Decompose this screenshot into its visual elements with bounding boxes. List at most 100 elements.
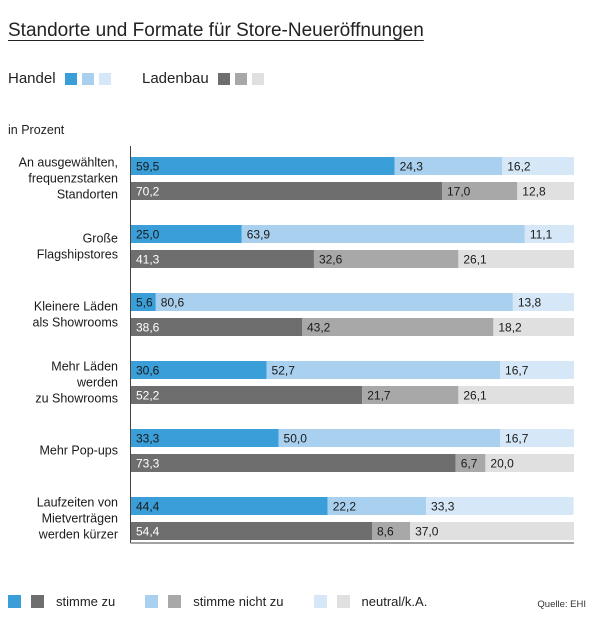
bar-value-label: 41,3 [136, 253, 160, 267]
category-label: An ausgewählten, [19, 156, 118, 170]
bar-value-label: 54,4 [136, 525, 160, 539]
bar-ladenbau-disagree [313, 250, 459, 268]
legend-handel-swatch-disagree [81, 72, 94, 85]
bar-handel-disagree [394, 157, 503, 175]
bar-ladenbau-neutral [458, 386, 574, 404]
bar-value-label: 43,2 [307, 321, 331, 335]
bar-handel-neutral [512, 293, 574, 311]
category-label: Mehr Läden [51, 360, 118, 374]
category-label: frequenzstarken [28, 172, 118, 186]
bar-value-label: 24,3 [400, 160, 424, 174]
bar-value-label: 22,2 [333, 500, 357, 514]
legend-handel-label: Handel [8, 70, 56, 87]
legend-ladenbau-swatch-agree [217, 72, 230, 85]
bar-value-label: 18,2 [498, 321, 522, 335]
bar-handel-agree [131, 225, 242, 243]
bar-value-label: 32,6 [319, 253, 343, 267]
bar-handel-disagree [266, 361, 501, 379]
legend-handel: Handel [8, 70, 111, 87]
bar-value-label: 52,2 [136, 389, 160, 403]
bar-handel-disagree [155, 293, 513, 311]
category-label: als Showrooms [33, 316, 118, 330]
bar-value-label: 70,2 [136, 185, 160, 199]
bar-ladenbau-neutral [493, 318, 574, 336]
legend-ladenbau: Ladenbau [142, 70, 264, 87]
bar-handel-agree [131, 157, 395, 175]
bar-ladenbau-disagree [301, 318, 494, 336]
legend-handel-swatch-agree [64, 72, 77, 85]
bar-value-label: 33,3 [136, 432, 160, 446]
bar-value-label: 5,6 [136, 296, 153, 310]
bottom-legend: stimme zu stimme nicht zu neutral/k.A. [8, 594, 427, 609]
bar-handel-disagree [278, 429, 501, 447]
legend-ladenbau-label: Ladenbau [142, 70, 209, 87]
bar-value-label: 44,4 [136, 500, 160, 514]
bar-handel-neutral [500, 361, 574, 379]
category-label: werden kürzer [38, 528, 118, 542]
bar-ladenbau-neutral [458, 250, 574, 268]
bar-handel-agree [131, 497, 328, 515]
bar-handel-agree [131, 293, 156, 311]
bar-value-label: 11,1 [530, 228, 553, 242]
bar-ladenbau-neutral [517, 182, 574, 200]
bar-ladenbau-disagree [362, 386, 459, 404]
legend-disagree-label: stimme nicht zu [193, 594, 284, 609]
category-label: Flagshipstores [37, 248, 118, 262]
bar-value-label: 26,1 [463, 253, 487, 267]
category-label: Mietverträgen [42, 512, 118, 526]
legend-ladenbau-swatch-disagree [234, 72, 247, 85]
category-label: zu Showrooms [35, 392, 118, 406]
bar-ladenbau-agree [131, 522, 372, 540]
category-label: werden [76, 376, 118, 390]
category-label: Kleinere Läden [34, 300, 118, 314]
bar-value-label: 80,6 [161, 296, 185, 310]
bar-ladenbau-agree [131, 454, 456, 472]
bar-value-label: 12,8 [522, 185, 546, 199]
unit-label: in Prozent [8, 123, 65, 137]
legend-agree-ladenbau-swatch [31, 595, 44, 608]
bar-handel-neutral [426, 497, 574, 515]
category-label: Standorten [57, 188, 118, 202]
bar-handel-disagree [327, 497, 427, 515]
bar-value-label: 20,0 [490, 457, 514, 471]
bar-ladenbau-agree [131, 250, 314, 268]
bar-handel-neutral [500, 429, 574, 447]
bar-value-label: 8,6 [377, 525, 394, 539]
bar-ladenbau-agree [131, 182, 442, 200]
bar-value-label: 50,0 [284, 432, 308, 446]
bar-value-label: 30,6 [136, 364, 160, 378]
legend-handel-swatch-neutral [98, 72, 111, 85]
bar-ladenbau-disagree [455, 454, 486, 472]
bar-value-label: 38,6 [136, 321, 160, 335]
bar-value-label: 33,3 [431, 500, 455, 514]
legend-disagree-handel-swatch [145, 595, 159, 608]
source-note: Quelle: EHI [537, 599, 586, 610]
bar-ladenbau-neutral [485, 454, 574, 472]
bar-value-label: 37,0 [415, 525, 439, 539]
bar-handel-agree [131, 361, 267, 379]
legend-neutral-label: neutral/k.A. [361, 594, 428, 609]
bar-ladenbau-disagree [441, 182, 518, 200]
bar-handel-disagree [241, 225, 525, 243]
legend-neutral-ladenbau-swatch [336, 595, 350, 608]
bar-handel-neutral [524, 225, 574, 243]
bar-value-label: 25,0 [136, 228, 160, 242]
bar-ladenbau-neutral [410, 522, 574, 540]
bar-ladenbau-agree [131, 386, 363, 404]
stacked-bar-chart: 59,5 24,3 16,2 70,2 17,0 12,8 An ausgewählten,… [19, 146, 574, 544]
bar-value-label: 52,7 [272, 364, 296, 378]
chart-title: Standorte und Formate für Store-Neueröff… [8, 20, 424, 41]
bar-value-label: 13,8 [518, 296, 542, 310]
bar-value-label: 63,9 [247, 228, 271, 242]
bar-value-label: 16,2 [507, 160, 531, 174]
legend-disagree-ladenbau-swatch [168, 595, 182, 608]
category-label: Laufzeiten von [37, 496, 118, 510]
bar-value-label: 73,3 [136, 457, 160, 471]
legend-ladenbau-swatch-neutral [251, 72, 264, 85]
bar-handel-neutral [502, 157, 574, 175]
bar-value-label: 59,5 [136, 160, 160, 174]
category-label: Mehr Pop-ups [39, 444, 118, 458]
legend-agree-handel-swatch [8, 595, 21, 608]
bar-value-label: 26,1 [463, 389, 487, 403]
category-label: Große [83, 232, 118, 246]
